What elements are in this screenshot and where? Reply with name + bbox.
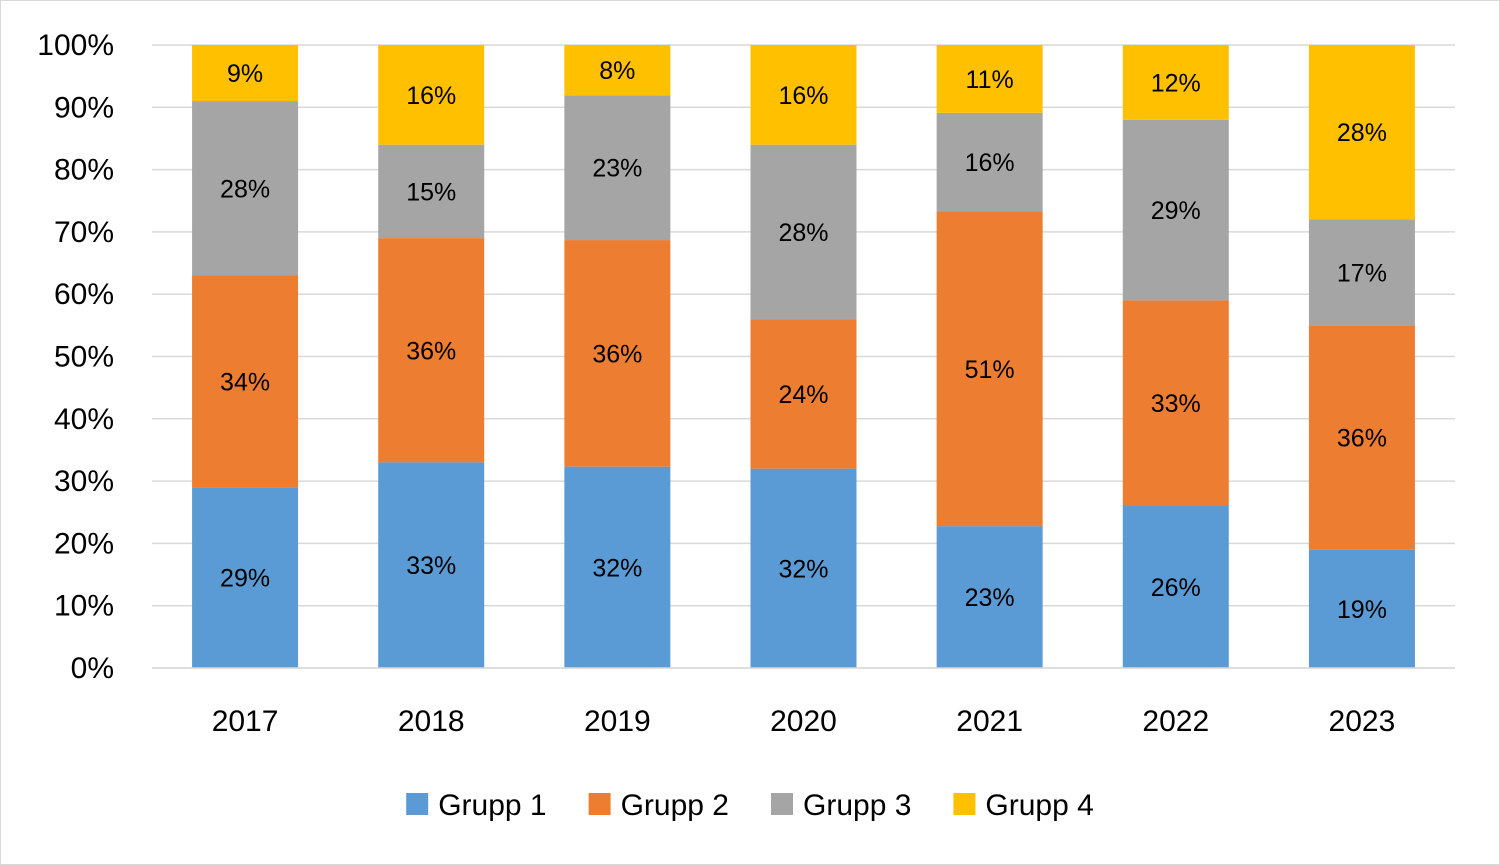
bar-segment-grupp-2 xyxy=(1308,325,1415,550)
data-label: 23% xyxy=(965,584,1015,612)
data-label: 36% xyxy=(592,340,642,368)
data-label: 16% xyxy=(965,149,1015,177)
data-label: 36% xyxy=(1337,424,1387,452)
bar-segment-grupp-1 xyxy=(564,466,671,668)
y-tick-label: 90% xyxy=(54,91,114,124)
bar-segment-grupp-4 xyxy=(750,45,857,145)
data-label: 11% xyxy=(966,66,1014,94)
legend-swatch xyxy=(406,793,429,815)
data-label: 9% xyxy=(227,60,263,88)
legend-label: Grupp 1 xyxy=(438,789,546,822)
x-tick-label: 2021 xyxy=(956,705,1023,738)
data-label: 36% xyxy=(406,337,456,365)
y-tick-label: 10% xyxy=(54,590,114,623)
bar-segment-grupp-2 xyxy=(378,238,485,463)
y-tick-label: 50% xyxy=(54,341,114,374)
legend-item: Grupp 2 xyxy=(588,789,729,822)
x-tick-label: 2023 xyxy=(1329,705,1396,738)
data-label: 29% xyxy=(220,565,270,593)
x-tick-label: 2018 xyxy=(398,705,465,738)
data-label: 8% xyxy=(599,57,635,85)
bar-segment-grupp-1 xyxy=(750,468,857,668)
y-tick-label: 70% xyxy=(54,216,114,249)
data-label: 23% xyxy=(592,155,642,183)
data-label: 32% xyxy=(778,555,828,583)
data-label: 19% xyxy=(1337,596,1387,624)
y-tick-label: 0% xyxy=(71,652,114,685)
bar-segment-grupp-3 xyxy=(192,101,299,276)
bar-segment-grupp-1 xyxy=(192,487,299,668)
bar-segment-grupp-4 xyxy=(936,45,1043,113)
data-label: 28% xyxy=(220,175,270,203)
legend-label: Grupp 3 xyxy=(803,789,911,822)
data-label: 12% xyxy=(1151,69,1201,97)
bar-segment-grupp-2 xyxy=(192,275,299,488)
y-tick-label: 40% xyxy=(54,403,114,436)
y-tick-label: 60% xyxy=(54,278,114,311)
y-tick-label: 80% xyxy=(54,154,114,187)
bar-segment-grupp-1 xyxy=(936,526,1043,668)
bar-segment-grupp-3 xyxy=(564,95,671,241)
bar-segment-grupp-3 xyxy=(936,112,1043,212)
legend-item: Grupp 4 xyxy=(953,789,1094,822)
data-label: 26% xyxy=(1151,574,1201,602)
data-label: 28% xyxy=(1337,119,1387,147)
bar-segment-grupp-3 xyxy=(1122,119,1229,301)
data-labels: 29% 34% 28% 9% 33% 36% 15% 16% 32% 36% 23% 8% 32% 24%… xyxy=(220,57,1387,624)
y-tick-label: 20% xyxy=(54,527,114,560)
legend: Grupp 1 Grupp 2 Grupp 3 Grupp 4 xyxy=(406,789,1094,822)
legend-swatch xyxy=(953,793,976,815)
bar-segment-grupp-2 xyxy=(1122,300,1229,507)
y-tick-label: 30% xyxy=(54,465,114,498)
bar-segment-grupp-3 xyxy=(378,144,485,239)
bar-segment-grupp-3 xyxy=(750,144,857,320)
x-tick-label: 2020 xyxy=(770,705,837,738)
x-tick-label: 2022 xyxy=(1142,705,1209,738)
data-label: 33% xyxy=(406,552,456,580)
bar-segment-grupp-4 xyxy=(1308,45,1415,220)
legend-swatch xyxy=(771,793,793,815)
bar-segment-grupp-2 xyxy=(564,240,671,467)
legend-item: Grupp 3 xyxy=(771,789,911,822)
bar-segment-grupp-4 xyxy=(378,45,485,145)
x-tick-label: 2017 xyxy=(212,705,279,738)
bar-segment-grupp-3 xyxy=(1308,219,1415,326)
data-label: 24% xyxy=(778,381,828,409)
bar-segment-grupp-4 xyxy=(564,45,671,96)
data-label: 15% xyxy=(406,178,456,206)
bar-segment-grupp-1 xyxy=(378,462,485,668)
data-label: 32% xyxy=(592,554,642,582)
x-axis: 2017 2018 2019 2020 2021 2022 2023 xyxy=(152,667,1455,738)
data-label: 33% xyxy=(1151,390,1201,418)
y-tick-label: 100% xyxy=(37,29,114,62)
data-label: 16% xyxy=(406,82,456,110)
data-label: 17% xyxy=(1337,259,1387,287)
data-label: 51% xyxy=(965,356,1015,384)
x-tick-label: 2019 xyxy=(584,705,651,738)
data-label: 29% xyxy=(1151,197,1201,225)
bar-segment-grupp-4 xyxy=(192,45,299,102)
data-label: 16% xyxy=(778,82,828,110)
legend-label: Grupp 4 xyxy=(985,789,1093,822)
bar-segment-grupp-2 xyxy=(750,319,857,469)
bar-segment-grupp-1 xyxy=(1308,549,1415,668)
legend-label: Grupp 2 xyxy=(621,789,729,822)
y-axis: 0% 10% 20% 30% 40% 50% 60% 70% 80% 90% 100% xyxy=(37,29,114,685)
bars xyxy=(192,45,1415,668)
bar-segment-grupp-1 xyxy=(1122,506,1229,668)
bar-segment-grupp-4 xyxy=(1122,45,1229,120)
legend-swatch xyxy=(588,793,611,815)
bar-segment-grupp-2 xyxy=(936,211,1043,527)
legend-item: Grupp 1 xyxy=(406,789,547,822)
data-label: 28% xyxy=(778,219,828,247)
data-label: 34% xyxy=(220,368,270,396)
